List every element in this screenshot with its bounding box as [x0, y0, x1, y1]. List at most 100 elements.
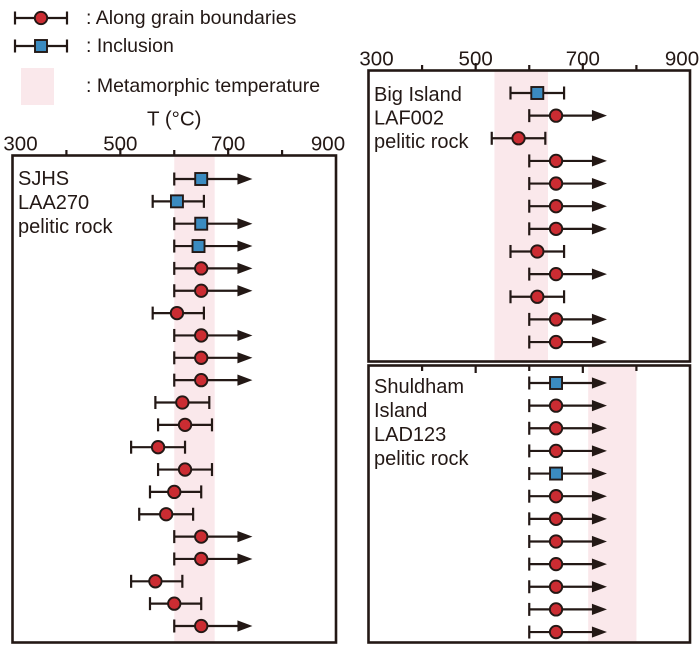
- grain-boundary-circle-marker: [548, 489, 564, 504]
- data-point-row: [528, 511, 607, 526]
- data-point-row: [173, 618, 253, 634]
- arrow-head-icon: [591, 268, 607, 280]
- data-point-row: [130, 440, 187, 455]
- arrow-head-icon: [591, 400, 607, 412]
- blue-square-icon: [34, 39, 48, 53]
- arrow-head-icon: [237, 620, 253, 632]
- arrow-head-icon: [237, 173, 253, 185]
- arrow-head-icon: [591, 490, 607, 502]
- data-point-row: [528, 312, 607, 327]
- metamorphic-band-swatch: [21, 68, 54, 105]
- arrow-head-icon: [591, 336, 607, 348]
- grain-boundary-circle-marker: [177, 462, 193, 477]
- arrow-head-icon: [237, 352, 253, 364]
- grain-boundary-circle-marker: [548, 266, 564, 282]
- data-point-row: [173, 216, 253, 231]
- data-point-row: [154, 395, 211, 410]
- data-point-row: [528, 579, 607, 594]
- panel-label-line: pelitic rock: [18, 216, 113, 238]
- legend-label-grain-boundaries: : Along grain boundaries: [86, 7, 297, 29]
- grain-boundary-circle-marker: [548, 556, 564, 572]
- data-point-row: [148, 484, 203, 500]
- red-circle-icon: [33, 10, 49, 26]
- grain-boundary-circle-marker: [530, 244, 545, 259]
- arrow-head-icon: [591, 377, 607, 389]
- arrow-head-icon: [237, 262, 253, 274]
- grain-boundary-circle-marker: [175, 395, 190, 410]
- grain-boundary-circle-marker: [167, 484, 182, 500]
- axis-tick-label: 900: [311, 133, 345, 156]
- panel-label-line: Big Island: [374, 84, 462, 106]
- arrow-head-icon: [591, 603, 607, 615]
- data-point-row: [151, 305, 206, 321]
- grain-boundary-errorbar-icon: [13, 10, 69, 26]
- arrow-head-icon: [237, 553, 253, 565]
- data-point-row: [528, 108, 607, 123]
- data-point-row: [173, 328, 253, 343]
- axis-tick-label: 900: [665, 48, 699, 71]
- inclusion-errorbar-icon: [13, 39, 69, 53]
- arrow-head-icon: [591, 422, 607, 434]
- panel-label-line: pelitic rock: [374, 448, 469, 470]
- data-point-row: [528, 602, 607, 617]
- data-point-row: [528, 624, 607, 640]
- data-point-row: [528, 466, 607, 481]
- arrow-head-icon: [237, 218, 253, 230]
- inclusion-square-marker: [549, 466, 563, 481]
- grain-boundary-circle-marker: [194, 618, 209, 634]
- grain-boundary-circle-marker: [194, 283, 209, 298]
- data-point-row: [528, 266, 607, 282]
- arrow-head-icon: [591, 313, 607, 325]
- arrow-head-icon: [237, 531, 253, 543]
- data-point-row: [173, 261, 253, 276]
- inclusion-square-marker: [194, 172, 209, 186]
- grain-boundary-circle-marker: [194, 529, 209, 544]
- panel-label-line: Island: [374, 400, 427, 422]
- grain-boundary-circle-marker: [167, 596, 182, 611]
- data-point-row: [528, 398, 607, 413]
- arrow-head-icon: [591, 177, 607, 190]
- arrow-head-icon: [591, 626, 607, 638]
- grain-boundary-circle-marker: [194, 350, 209, 365]
- grain-boundary-circle-marker: [548, 511, 564, 526]
- panel-label-line: LAA270: [18, 192, 89, 214]
- arrow-head-icon: [591, 467, 607, 480]
- grain-boundary-circle-marker: [548, 624, 564, 640]
- grain-boundary-circle-marker: [194, 372, 209, 388]
- axis-tick-label: 700: [566, 48, 600, 71]
- arrow-head-icon: [591, 513, 607, 525]
- data-point-row: [490, 131, 547, 146]
- data-point-row: [528, 489, 607, 504]
- inclusion-square-marker: [169, 194, 184, 209]
- legend-label-inclusion: : Inclusion: [86, 35, 174, 57]
- grain-boundary-circle-marker: [548, 398, 564, 413]
- data-point-row: [130, 574, 184, 589]
- panel-label-line: LAF002: [374, 108, 444, 130]
- inclusion-square-marker: [191, 239, 206, 254]
- arrow-head-icon: [237, 374, 253, 386]
- grain-boundary-circle-marker: [548, 534, 564, 549]
- data-point-row: [173, 239, 253, 254]
- axis-title: T (°C): [147, 108, 202, 131]
- grain-boundary-circle-marker: [548, 108, 564, 123]
- axis-tick-label: 500: [103, 133, 137, 156]
- data-point-row: [528, 153, 607, 169]
- panel-label-line: SJHS: [18, 168, 69, 190]
- panel-label-line: Shuldham: [374, 376, 464, 398]
- data-point-row: [528, 534, 607, 549]
- arrow-head-icon: [591, 445, 607, 457]
- metamorphic-band: [588, 365, 637, 643]
- data-point-row: [509, 244, 566, 259]
- grain-boundary-circle-marker: [548, 579, 564, 594]
- data-point-row: [156, 462, 214, 477]
- arrow-head-icon: [237, 329, 253, 342]
- data-point-row: [528, 376, 607, 390]
- data-point-row: [528, 334, 607, 350]
- arrow-head-icon: [591, 200, 607, 212]
- grain-boundary-circle-marker: [148, 574, 163, 589]
- data-point-row: [173, 372, 253, 388]
- panel-label-line: pelitic rock: [374, 131, 469, 153]
